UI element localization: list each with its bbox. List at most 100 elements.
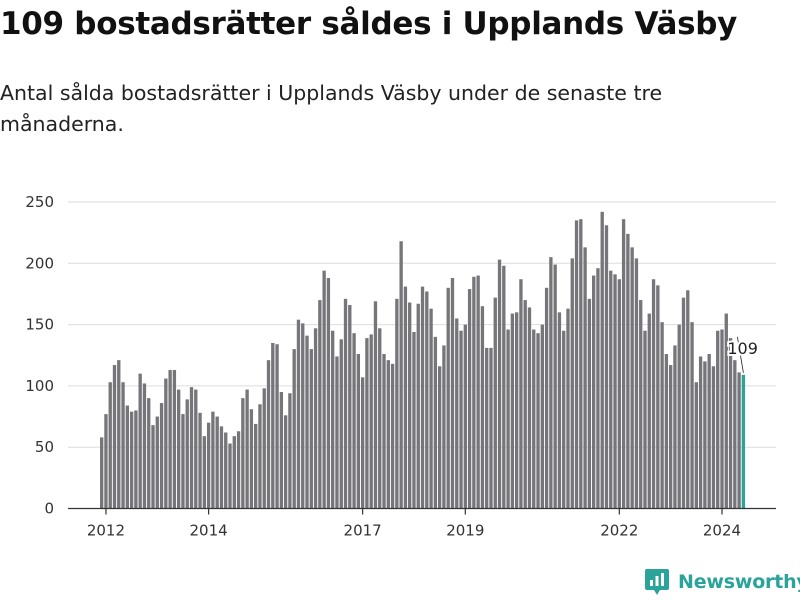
bar xyxy=(390,363,395,509)
bar xyxy=(596,268,600,509)
bar xyxy=(467,289,472,509)
bar xyxy=(100,437,104,509)
bar xyxy=(600,211,604,509)
bar xyxy=(279,392,284,509)
y-tick-label: 50 xyxy=(35,438,54,456)
bar xyxy=(690,322,694,509)
bar xyxy=(724,313,728,509)
bar xyxy=(626,233,630,509)
bar xyxy=(425,291,429,509)
bar xyxy=(258,404,262,509)
bar-latest xyxy=(741,374,746,509)
bar xyxy=(480,306,485,509)
bar xyxy=(313,328,318,509)
bar xyxy=(570,258,574,509)
bar xyxy=(382,354,386,509)
bar xyxy=(125,405,130,509)
bar xyxy=(378,328,382,509)
bar xyxy=(198,412,202,509)
bar xyxy=(591,275,596,509)
brand-logo: Newsworthy xyxy=(644,568,800,596)
bar xyxy=(134,410,138,509)
bar xyxy=(733,360,737,509)
bar xyxy=(142,383,147,509)
bar xyxy=(583,247,587,509)
bar xyxy=(707,354,711,509)
bar xyxy=(609,270,613,509)
bar xyxy=(493,297,497,509)
bar xyxy=(437,366,442,509)
bar xyxy=(429,308,433,509)
x-tick-label: 2024 xyxy=(703,522,741,540)
bar xyxy=(420,286,425,509)
bar xyxy=(403,286,408,509)
bar xyxy=(463,324,467,509)
bar xyxy=(228,443,232,509)
bar xyxy=(677,324,681,509)
bar xyxy=(553,264,557,509)
bar xyxy=(450,278,455,509)
bar xyxy=(562,330,566,509)
bar xyxy=(656,285,660,509)
bar xyxy=(549,257,553,509)
x-tick-label: 2014 xyxy=(190,522,228,540)
y-tick-label: 100 xyxy=(25,377,54,395)
bar xyxy=(343,298,348,509)
bar xyxy=(159,403,164,509)
bar-chart: 0 50 100 150 200 250 2012 2014 2017 2019 2022 2024 1… xyxy=(25,193,776,540)
bar xyxy=(510,313,515,509)
bar xyxy=(566,308,570,509)
bar xyxy=(579,219,583,509)
bar xyxy=(514,312,519,509)
bar xyxy=(416,303,420,509)
bar xyxy=(155,416,159,509)
bar xyxy=(728,338,733,509)
y-tick-label: 150 xyxy=(25,316,54,334)
bar xyxy=(373,301,378,509)
bar xyxy=(283,415,288,509)
bar xyxy=(694,382,698,509)
bar xyxy=(698,356,703,509)
y-tick-label: 200 xyxy=(25,254,54,272)
bar xyxy=(399,241,403,509)
bar xyxy=(211,411,215,509)
page-subtitle: Antal sålda bostadsrätter i Upplands Väs… xyxy=(0,81,663,136)
bar xyxy=(331,330,335,509)
bar xyxy=(254,423,258,509)
bar xyxy=(318,300,322,509)
bar xyxy=(305,335,309,509)
bar xyxy=(617,279,621,509)
bar xyxy=(348,304,352,509)
bar xyxy=(720,329,724,509)
bar xyxy=(703,361,707,509)
bar xyxy=(322,270,326,509)
bar xyxy=(206,422,211,509)
bar xyxy=(271,342,275,509)
bar xyxy=(112,365,117,509)
bar xyxy=(369,334,373,509)
bar xyxy=(574,220,579,509)
bar xyxy=(309,349,313,509)
bar xyxy=(241,398,245,509)
bar xyxy=(138,373,142,509)
bar xyxy=(172,369,177,509)
bar xyxy=(716,330,720,509)
x-tick-label: 2012 xyxy=(87,522,125,540)
bar xyxy=(365,338,369,509)
bar xyxy=(194,389,198,509)
x-tick-label: 2019 xyxy=(446,522,484,540)
bar xyxy=(647,313,651,509)
bar xyxy=(301,323,305,509)
bar xyxy=(249,409,254,509)
brand-name: Newsworthy xyxy=(678,571,800,593)
newsworthy-logo-icon xyxy=(645,569,669,595)
page-title: 109 bostadsrätter såldes i Upplands Väsb… xyxy=(0,6,738,42)
bar xyxy=(651,279,656,509)
bar xyxy=(737,372,741,509)
bar xyxy=(104,414,108,509)
bar xyxy=(189,387,194,509)
bar xyxy=(266,360,271,509)
bar xyxy=(673,345,677,509)
bar xyxy=(412,331,416,509)
bar xyxy=(540,324,544,509)
